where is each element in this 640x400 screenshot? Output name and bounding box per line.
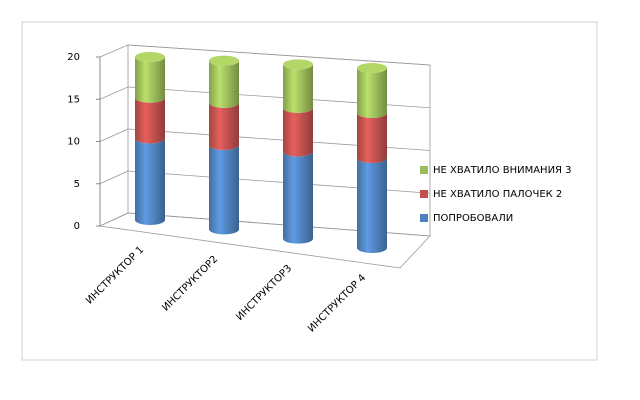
legend-label: ПОПРОБОВАЛИ — [433, 213, 513, 224]
legend-label: НЕ ХВАТИЛО ВНИМАНИЯ 3 — [433, 165, 572, 176]
grid-line — [99, 86, 129, 100]
grid-line — [99, 170, 129, 185]
y-tick-label: 20 — [67, 52, 80, 63]
cylinder-cap — [357, 63, 387, 73]
cylinder-segment — [283, 64, 313, 113]
y-tick-label: 5 — [74, 179, 80, 190]
legend-swatch — [420, 190, 428, 198]
cylinder-segment — [357, 158, 387, 253]
legend-swatch — [420, 214, 428, 222]
cylinder-cap — [209, 55, 239, 66]
legend-swatch — [420, 166, 428, 174]
grid-line — [99, 212, 129, 227]
cylinder-cap — [283, 59, 313, 70]
cylinder-segment — [135, 57, 165, 103]
y-tick-label: 0 — [74, 221, 80, 232]
cylinder-segment — [135, 97, 165, 144]
cylinder-segment — [357, 68, 387, 118]
cylinder-segment — [283, 151, 313, 244]
cylinder-cap — [135, 52, 165, 62]
cylinder-segment — [209, 145, 239, 235]
legend-label: НЕ ХВАТИЛО ПАЛОЧЕК 2 — [433, 189, 562, 200]
grid-line — [127, 44, 431, 66]
grid-line — [99, 128, 129, 142]
y-tick-label: 10 — [67, 137, 80, 148]
cylinder-segment — [357, 113, 387, 163]
cylinder-segment — [209, 102, 239, 150]
y-tick-label: 15 — [67, 94, 80, 105]
cylinder-segment — [283, 107, 313, 157]
grid-line — [99, 44, 129, 58]
cylinder-segment — [135, 138, 165, 225]
cylinder-segment — [209, 60, 239, 108]
